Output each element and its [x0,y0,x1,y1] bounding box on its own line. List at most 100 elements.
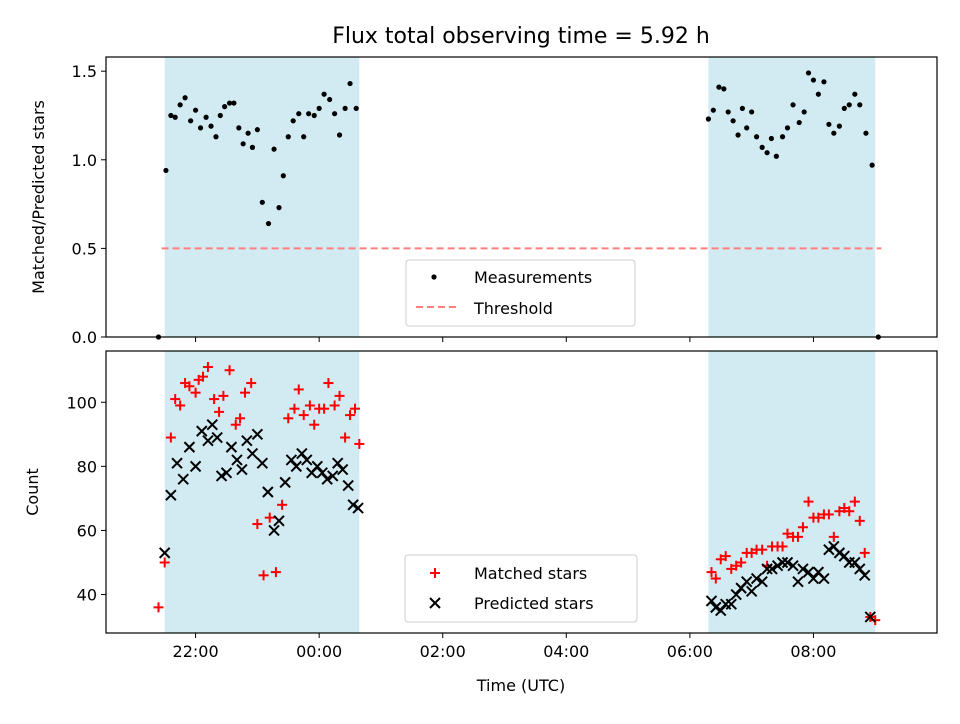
predicted-star-point [279,476,291,489]
y-axis-label-top: Matched/Predicted stars [29,100,48,294]
matched-star-point [289,403,300,414]
predicted-star-point [352,502,364,514]
measurement-point [716,84,722,90]
predicted-star-point [246,447,259,460]
measurement-point [721,86,727,92]
predicted-star-point [336,463,349,476]
matched-star-point [304,400,315,411]
predicted-star-point [715,604,727,617]
matched-star-point [777,541,788,552]
measurement-point [805,70,812,76]
matched-star-point [309,419,320,430]
matched-star-point [264,512,275,523]
predicted-star-point [196,425,208,437]
y-tick-label: 0.5 [72,239,97,258]
measurement-point [759,144,765,150]
x-tick-label: 22:00 [173,642,219,661]
predicted-star-point [802,566,815,578]
matched-star-point [803,496,814,507]
measurement-point [821,79,827,85]
predicted-star-point [165,489,177,501]
predicted-star-point [215,470,228,482]
measurement-point [739,105,745,111]
legend-box [404,554,638,623]
predicted-star-point [807,572,820,585]
measurement-point [301,134,307,140]
measurement-point [222,104,228,110]
matched-star-point [706,567,717,578]
matched-star-point [797,522,808,533]
measurement-point [172,114,178,120]
predicted-star-point [864,611,876,623]
measurement-point [725,109,731,115]
measurement-point [846,102,852,108]
measurement-point [810,77,817,83]
matched-star-point [757,544,768,555]
predicted-star-point [823,543,835,556]
predicted-star-point [290,460,303,473]
predicted-star-point [158,547,171,559]
measurement-point [192,107,199,113]
predicted-star-point [750,572,763,585]
legend-marker-measurements [431,274,437,280]
measurement-point [735,132,741,138]
predicted-star-point [231,454,243,466]
matched-star-point [736,557,747,568]
measurement-point [730,118,736,124]
matched-star-point [349,403,360,414]
matched-star-point [854,515,865,526]
predicted-star-point [818,572,830,585]
measurement-point [203,114,209,120]
matched-star-point [345,410,356,421]
matched-star-point [153,602,164,613]
measurement-point [280,173,286,179]
matched-star-point [270,567,281,578]
matched-star-point [170,394,181,405]
predicted-star-point [740,576,753,588]
predicted-star-point [776,556,789,569]
predicted-star-point [262,486,274,498]
predicted-star-point [321,473,333,485]
matched-star-point [214,406,225,417]
predicted-star-point [725,598,737,610]
matched-star-point [849,496,860,507]
matched-star-point [258,570,269,581]
predicted-star-point [331,457,344,469]
measurement-point [265,220,272,227]
predicted-star-point [211,431,223,444]
measurement-point [347,80,353,87]
matched-star-point [298,410,309,421]
y-tick-label: 1.0 [72,151,97,170]
x-tick-label: 04:00 [543,642,589,661]
predicted-star-point [183,441,196,453]
measurement-point [327,96,333,103]
measurement-point [852,91,858,97]
measurement-point [249,144,256,150]
predicted-star-point [761,563,773,575]
measurement-point [271,146,277,152]
axes-frame-bottom [105,350,938,634]
predicted-star-point [787,559,799,572]
measurement-point [177,102,183,108]
predicted-star-point [316,467,328,479]
measurement-point [790,102,796,108]
measurement-point [208,123,214,129]
predicted-star-point [849,556,861,569]
measurement-point [213,134,219,140]
measurement-point [231,100,237,106]
matched-star-point [165,432,176,443]
measurement-point [316,105,322,111]
measurement-point [217,112,223,119]
matched-star-point [823,509,834,520]
matched-star-point [218,390,229,401]
measurement-point [240,141,246,147]
predicted-star-point [347,499,359,511]
matched-star-point [224,365,235,376]
predicted-star-point [342,479,354,492]
matched-star-point [323,378,334,389]
measurement-point [749,109,755,115]
predicted-star-point [220,467,233,479]
measurement-point [168,112,174,119]
matched-star-point [240,387,251,398]
